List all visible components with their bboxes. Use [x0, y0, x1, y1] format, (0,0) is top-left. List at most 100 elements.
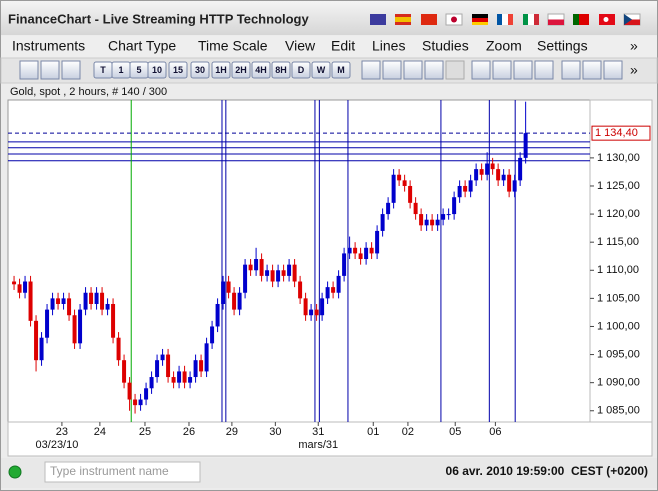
flag-stripe: [497, 14, 502, 25]
candle-body: [215, 303, 220, 327]
candle-body: [369, 247, 374, 254]
instrument-search[interactable]: [44, 461, 201, 483]
time-button-label: 15: [173, 65, 183, 75]
candle-body: [281, 270, 286, 276]
time-button[interactable]: [271, 61, 291, 79]
time-button-label: 10: [152, 65, 162, 75]
tool-button[interactable]: [445, 60, 465, 80]
time-button-label: 8H: [275, 65, 287, 75]
time-button-label: T: [100, 65, 106, 75]
candle-body: [56, 298, 61, 304]
time-button[interactable]: [211, 61, 231, 79]
tool-button[interactable]: [40, 60, 60, 80]
candle-body: [226, 281, 231, 293]
time-button[interactable]: [291, 61, 311, 79]
candle-body: [182, 371, 187, 383]
time-button[interactable]: [311, 61, 331, 79]
candle-body: [204, 343, 209, 372]
candle-body: [116, 337, 121, 361]
flag[interactable]: [472, 14, 488, 18]
candle-body: [237, 292, 242, 310]
x-tick-label: 29: [226, 426, 238, 438]
flag[interactable]: [497, 14, 513, 25]
candle-body: [210, 326, 215, 344]
menu-item[interactable]: Instruments: [12, 38, 85, 54]
candle-body: [72, 315, 77, 344]
y-tick-label: 1 090,00: [597, 377, 640, 389]
candle-body: [375, 230, 380, 254]
menu-item[interactable]: Time Scale: [198, 38, 268, 54]
tool-button[interactable]: [534, 60, 554, 80]
tool-button[interactable]: [424, 60, 444, 80]
candle-body: [446, 214, 451, 216]
menu-more[interactable]: »: [630, 38, 638, 54]
candle-body: [193, 360, 198, 378]
menu-item[interactable]: Edit: [331, 38, 355, 54]
tool-button[interactable]: [19, 60, 39, 80]
tool-button[interactable]: [361, 60, 381, 80]
candle-body: [177, 371, 182, 383]
tool-button[interactable]: [382, 60, 402, 80]
candle-body: [320, 298, 325, 316]
menu-item[interactable]: Settings: [537, 38, 588, 54]
tool-button[interactable]: [471, 60, 491, 80]
candle-body: [479, 169, 484, 175]
candle-body: [188, 377, 193, 383]
time-button-label: M: [337, 65, 345, 75]
candle-body: [518, 157, 523, 181]
time-button-label: 30: [195, 65, 205, 75]
menu-item[interactable]: Studies: [422, 38, 469, 54]
toolbar-more[interactable]: »: [630, 62, 638, 78]
candle-body: [303, 298, 308, 316]
tool-button[interactable]: [603, 60, 623, 80]
y-tick-label: 1 110,00: [597, 264, 639, 276]
x-tick-label: 31: [312, 426, 324, 438]
y-tick-label: 1 130,00: [597, 152, 640, 164]
tool-button[interactable]: [582, 60, 602, 80]
tool-button[interactable]: [61, 60, 81, 80]
flag[interactable]: [421, 14, 437, 25]
tool-button[interactable]: [403, 60, 423, 80]
menu-item[interactable]: Lines: [372, 38, 405, 54]
tool-button[interactable]: [492, 60, 512, 80]
flag[interactable]: [370, 14, 386, 25]
menu-item[interactable]: View: [285, 38, 316, 54]
candle-body: [133, 399, 138, 406]
candle-body: [507, 174, 512, 192]
time-button[interactable]: [331, 61, 351, 79]
candle-body: [342, 253, 347, 276]
flag[interactable]: [523, 14, 539, 25]
candle-body: [78, 309, 83, 344]
flag-stripe: [534, 14, 539, 25]
y-tick-label: 1 120,00: [597, 208, 640, 220]
candle-body: [397, 174, 402, 181]
candle-body: [485, 163, 490, 175]
candle-body: [94, 292, 99, 304]
candle-body: [325, 287, 330, 299]
candle-body: [358, 253, 363, 260]
flag-triangle: [624, 14, 632, 25]
tool-button[interactable]: [561, 60, 581, 80]
candle-body: [452, 197, 457, 215]
candle-body: [144, 388, 149, 400]
candle-body: [309, 309, 314, 316]
time-button[interactable]: [190, 61, 210, 79]
x-tick-label: 01: [367, 426, 379, 438]
candle-body: [468, 180, 473, 192]
time-button-label: 5: [136, 65, 141, 75]
time-button[interactable]: [147, 61, 167, 79]
candle-body: [105, 303, 110, 310]
time-button[interactable]: [251, 61, 271, 79]
candle-body: [336, 275, 341, 293]
chart-title: Gold, spot , 2 hours, # 140 / 300: [10, 86, 167, 98]
menu-item[interactable]: Zoom: [486, 38, 522, 54]
time-button-label: 1: [118, 65, 123, 75]
price-axis: [589, 99, 653, 423]
candle-body: [408, 185, 413, 203]
tool-button[interactable]: [513, 60, 533, 80]
menu-item[interactable]: Chart Type: [108, 38, 176, 54]
flag[interactable]: [573, 14, 589, 25]
time-button[interactable]: [231, 61, 251, 79]
toolbar-icons: [19, 60, 623, 80]
time-button[interactable]: [168, 61, 188, 79]
